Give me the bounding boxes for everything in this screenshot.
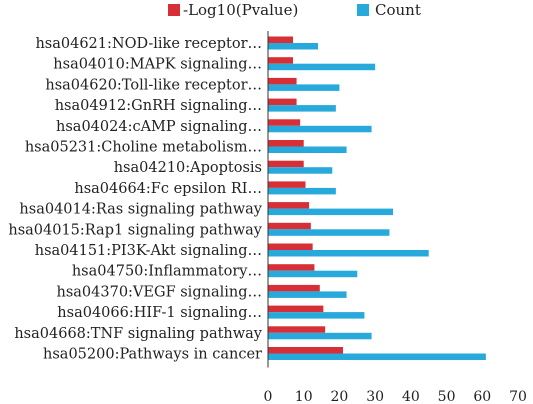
bar-log10-pvalue-5 (268, 119, 301, 126)
bar-count-14 (268, 312, 365, 319)
category-label-12: hsa04750:Inflammatory… (72, 264, 262, 280)
category-label-13: hsa04370:VEGF signaling… (57, 284, 263, 300)
bar-log10-pvalue-6 (268, 140, 304, 147)
bar-log10-pvalue-10 (268, 222, 311, 230)
category-label-14: hsa04066:HIF-1 signaling… (57, 305, 262, 321)
x-tick-label-50: 50 (438, 389, 456, 404)
bar-count-7 (268, 167, 333, 174)
legend-label-2: Count (375, 1, 421, 19)
bar-count-12 (268, 270, 358, 278)
tick-labels: 0 10 20 30 40 50 60 70 (264, 389, 527, 404)
category-label-16: hsa05200:Pathways in cancer (43, 347, 262, 363)
bar-count-4 (268, 105, 336, 112)
bar-log10-pvalue-13 (268, 284, 320, 292)
category-label-15: hsa04668:TNF signaling pathway (14, 326, 262, 342)
bar-count-3 (268, 84, 340, 91)
bar-log10-pvalue-14 (268, 305, 324, 313)
legend: -Log10(Pvalue) Count (168, 1, 421, 19)
category-label-3: hsa04620:Toll-like receptor… (45, 77, 262, 93)
legend-label-1: -Log10(Pvalue) (183, 1, 298, 19)
bar-count-13 (268, 291, 347, 298)
category-label-11: hsa04151:PI3K-Akt signaling… (35, 243, 262, 259)
bar-log10-pvalue-16 (268, 347, 343, 354)
bar-count-11 (268, 250, 429, 257)
bar-count-2 (268, 63, 376, 71)
bar-log10-pvalue-3 (268, 77, 297, 85)
category-label-7: hsa04210:Apoptosis (114, 160, 262, 176)
bars (268, 36, 486, 360)
bar-count-10 (268, 229, 390, 236)
x-tick-label-10: 10 (295, 389, 313, 404)
legend-swatch-1 (168, 4, 180, 16)
bar-count-1 (268, 43, 318, 50)
legend-swatch-2 (357, 4, 369, 16)
bar-log10-pvalue-8 (268, 181, 306, 188)
x-tick-label-70: 70 (509, 389, 527, 404)
x-tick-label-30: 30 (366, 389, 384, 404)
bar-count-16 (268, 353, 486, 360)
category-label-9: hsa04014:Ras signaling pathway (19, 202, 262, 218)
bar-log10-pvalue-9 (268, 202, 310, 209)
bar-count-8 (268, 187, 336, 195)
category-labels: hsa04621:NOD-like receptor… hsa04010:MAPK… (8, 36, 262, 363)
category-label-5: hsa04024:cAMP signaling… (56, 119, 262, 135)
bar-log10-pvalue-12 (268, 264, 315, 271)
bar-count-9 (268, 208, 393, 216)
bar-count-15 (268, 332, 372, 340)
x-tick-label-0: 0 (264, 389, 273, 404)
category-label-8: hsa04664:Fc epsilon RI… (74, 181, 262, 197)
bar-log10-pvalue-2 (268, 57, 293, 64)
bar-count-5 (268, 125, 372, 133)
x-tick-label-40: 40 (402, 389, 420, 404)
bar-log10-pvalue-7 (268, 160, 304, 168)
category-label-10: hsa04015:Rap1 signaling pathway (8, 222, 262, 238)
category-label-2: hsa04010:MAPK signaling… (53, 57, 262, 73)
bar-log10-pvalue-4 (268, 98, 297, 106)
bar-log10-pvalue-1 (268, 36, 293, 43)
x-tick-label-60: 60 (473, 389, 491, 404)
bar-count-6 (268, 146, 347, 153)
category-label-4: hsa04912:GnRH signaling… (55, 98, 262, 114)
category-label-6: hsa05231:Choline metabolism… (25, 140, 262, 156)
bar-log10-pvalue-11 (268, 243, 313, 250)
x-tick-label-20: 20 (331, 389, 349, 404)
category-label-1: hsa04621:NOD-like receptor… (35, 36, 262, 52)
bar-log10-pvalue-15 (268, 326, 326, 333)
